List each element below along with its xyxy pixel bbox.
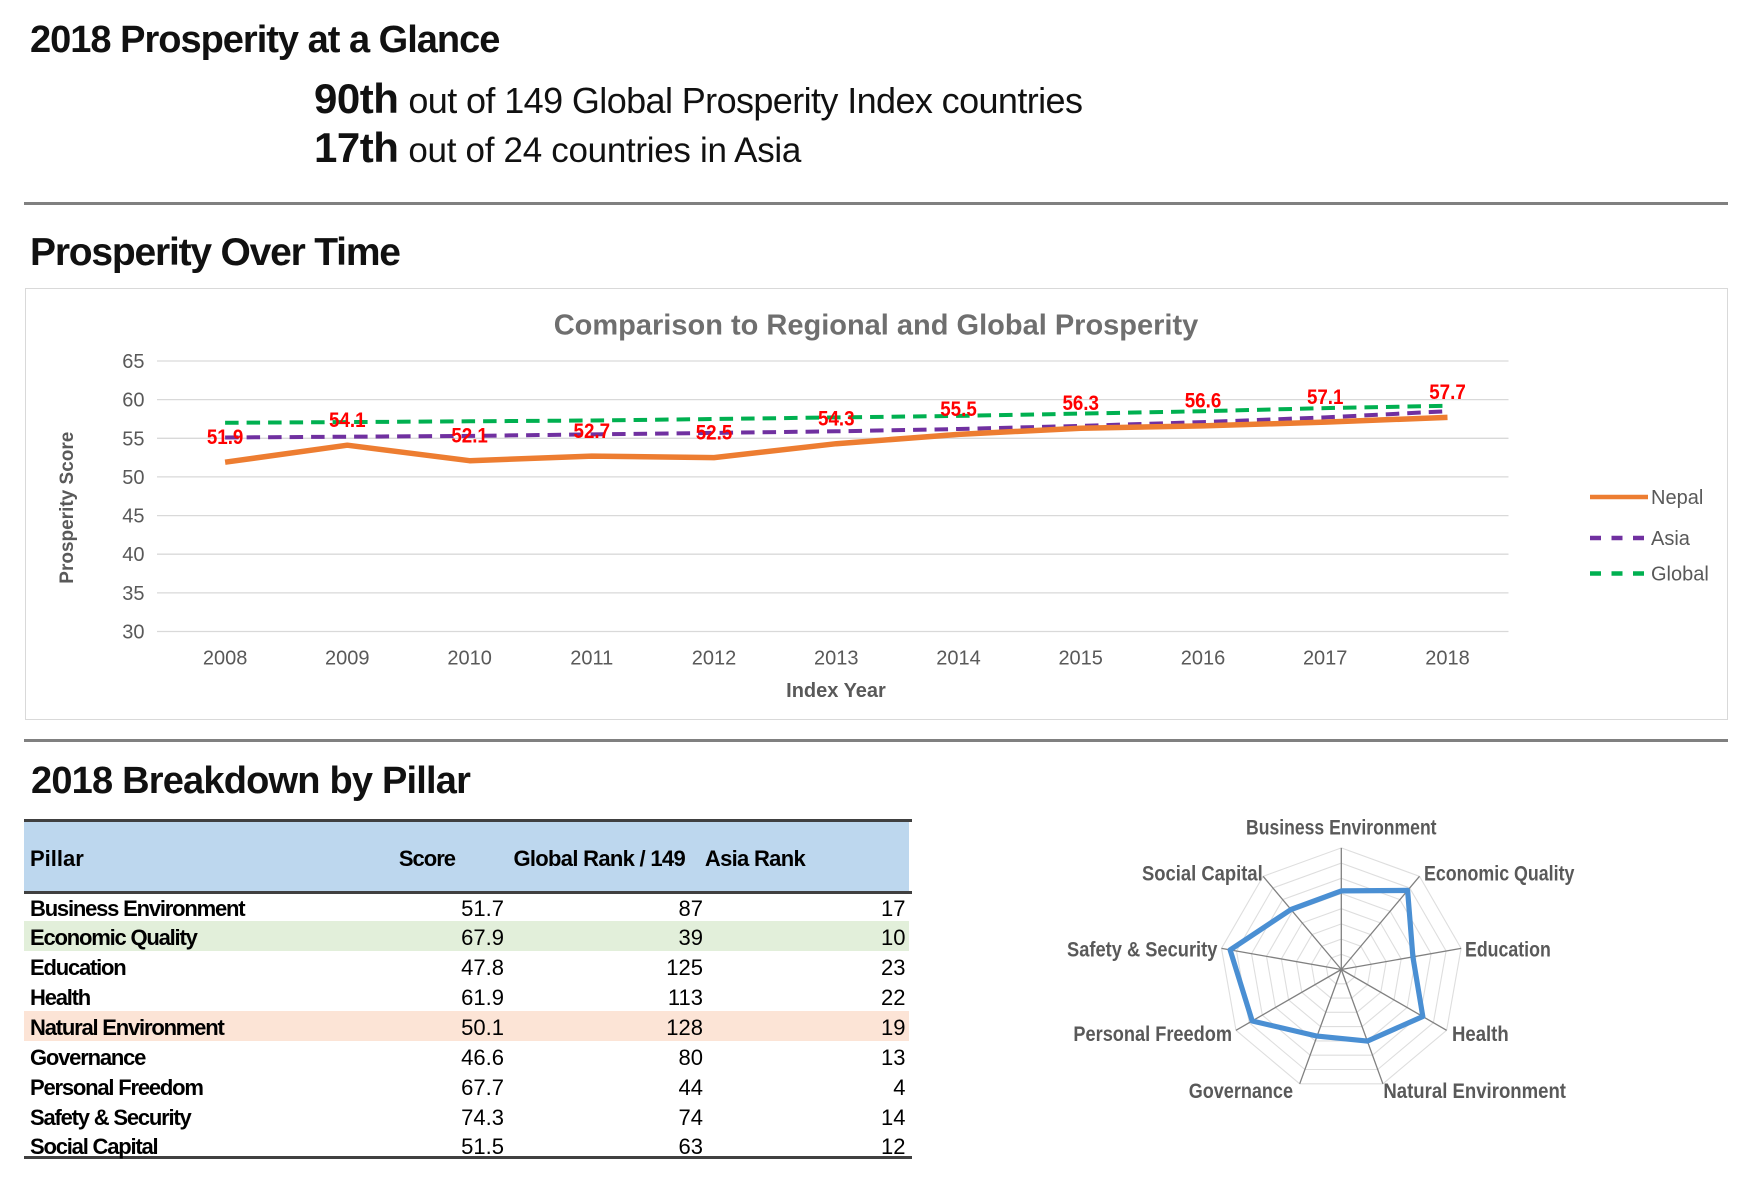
svg-text:Natural Environment: Natural Environment bbox=[1383, 1080, 1566, 1103]
svg-text:Education: Education bbox=[1465, 938, 1551, 961]
svg-text:2010: 2010 bbox=[447, 648, 492, 670]
svg-text:56.6: 56.6 bbox=[1185, 390, 1222, 413]
svg-text:56.3: 56.3 bbox=[1062, 392, 1099, 415]
svg-text:52.7: 52.7 bbox=[574, 420, 611, 443]
svg-text:52.5: 52.5 bbox=[696, 421, 733, 444]
svg-text:50: 50 bbox=[122, 467, 144, 489]
svg-text:Index Year: Index Year bbox=[786, 680, 886, 702]
svg-text:51.9: 51.9 bbox=[207, 426, 244, 449]
svg-text:35: 35 bbox=[122, 583, 144, 605]
svg-text:2015: 2015 bbox=[1058, 648, 1103, 670]
svg-text:Health: Health bbox=[1452, 1023, 1509, 1046]
svg-text:57.7: 57.7 bbox=[1429, 381, 1466, 404]
svg-text:2018: 2018 bbox=[1425, 648, 1470, 670]
svg-text:2017: 2017 bbox=[1303, 648, 1348, 670]
svg-text:Social Capital: Social Capital bbox=[1142, 863, 1263, 886]
svg-text:52.1: 52.1 bbox=[451, 424, 488, 447]
svg-text:Safety & Security: Safety & Security bbox=[1067, 938, 1218, 961]
svg-text:Comparison to Regional and Glo: Comparison to Regional and Global Prospe… bbox=[554, 310, 1199, 342]
svg-text:Global: Global bbox=[1651, 564, 1709, 586]
svg-text:Asia: Asia bbox=[1651, 528, 1691, 550]
svg-text:57.1: 57.1 bbox=[1307, 386, 1344, 409]
svg-text:55: 55 bbox=[122, 428, 144, 450]
svg-text:60: 60 bbox=[122, 390, 144, 412]
svg-text:2012: 2012 bbox=[692, 648, 737, 670]
svg-text:2016: 2016 bbox=[1181, 648, 1226, 670]
svg-text:54.1: 54.1 bbox=[329, 409, 366, 432]
svg-text:Personal Freedom: Personal Freedom bbox=[1073, 1023, 1232, 1046]
svg-text:Business Environment: Business Environment bbox=[1246, 817, 1437, 840]
svg-text:Economic Quality: Economic Quality bbox=[1424, 863, 1575, 886]
svg-text:54.3: 54.3 bbox=[818, 407, 855, 430]
svg-text:Prosperity Score: Prosperity Score bbox=[57, 432, 78, 584]
svg-text:Nepal: Nepal bbox=[1651, 487, 1703, 509]
svg-text:2009: 2009 bbox=[325, 648, 370, 670]
svg-text:40: 40 bbox=[122, 544, 144, 566]
svg-text:2013: 2013 bbox=[814, 648, 859, 670]
svg-text:65: 65 bbox=[122, 351, 144, 373]
svg-text:2008: 2008 bbox=[203, 648, 248, 670]
svg-text:Governance: Governance bbox=[1189, 1080, 1293, 1103]
svg-text:55.5: 55.5 bbox=[940, 398, 977, 421]
svg-text:30: 30 bbox=[122, 622, 144, 644]
svg-text:45: 45 bbox=[122, 506, 144, 528]
svg-text:2011: 2011 bbox=[570, 648, 613, 670]
svg-text:2014: 2014 bbox=[936, 648, 981, 670]
